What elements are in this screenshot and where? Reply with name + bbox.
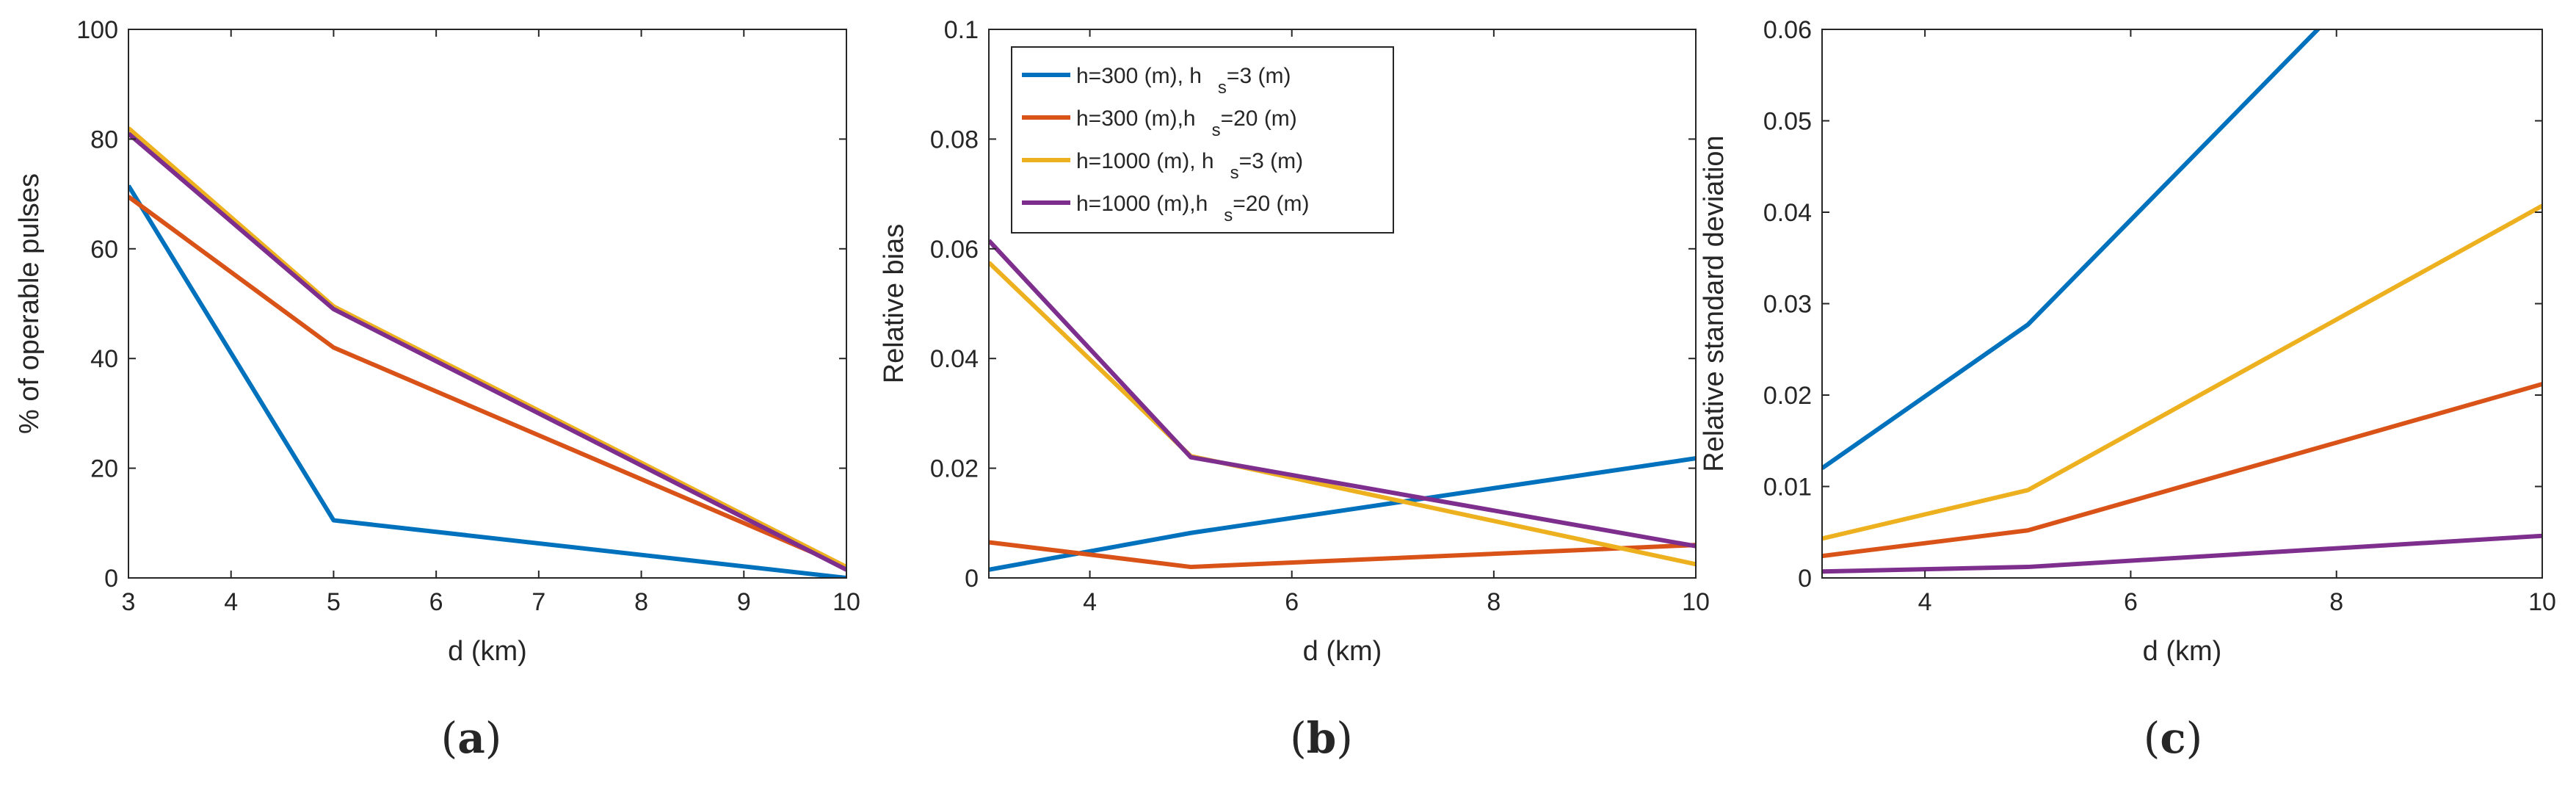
y-tick-label: 80 (90, 126, 118, 153)
legend: h=300 (m), h s=3 (m)h=300 (m),h s=20 (m)h=… (1011, 46, 1394, 234)
series-line-blue (1822, 29, 2321, 471)
caption-letter: b (1307, 713, 1337, 763)
legend-entry-tail: =3 (m) (1227, 64, 1291, 88)
x-tick-label: 6 (1285, 588, 1299, 616)
series-line-purple (989, 239, 1696, 549)
y-tick-label: 0.1 (944, 16, 979, 44)
axes-box (988, 29, 1697, 579)
y-axis-label: Relative bias (879, 224, 910, 384)
y-tick-label: 100 (76, 16, 118, 44)
caption-letter: a (457, 713, 485, 763)
y-axis-label: Relative standard deviation (1699, 135, 1730, 471)
series-line-orange (989, 540, 1696, 570)
y-tick-label: 0.02 (1763, 382, 1812, 410)
series-line-purple (128, 131, 846, 572)
x-tick-label: 8 (1487, 588, 1501, 616)
y-tick-label: 40 (90, 345, 118, 373)
legend-box (1011, 46, 1394, 234)
plot-area (128, 29, 846, 578)
x-axis-label: d (km) (1303, 636, 1382, 667)
y-tick-label: 0.04 (930, 345, 979, 373)
legend-entry-subscript: s (1218, 78, 1227, 98)
x-tick-label: 10 (832, 588, 860, 616)
legend-entry-main: h=1000 (m), h (1076, 149, 1214, 173)
legend-entry-subscript: s (1224, 206, 1233, 225)
y-tick-label: 0 (104, 565, 118, 593)
x-tick-label: 9 (737, 588, 751, 616)
x-tick-label: 4 (1918, 588, 1932, 616)
legend-entry-subscript: s (1212, 120, 1221, 140)
caption-close-paren: ) (485, 713, 502, 763)
legend-entry-main: h=300 (m),h (1076, 106, 1196, 131)
x-tick-label: 4 (224, 588, 238, 616)
x-tick-label: 4 (1083, 588, 1097, 616)
panel-caption: (b) (1290, 713, 1353, 763)
caption-open-paren: ( (1290, 713, 1307, 763)
legend-entry-tail: =20 (m) (1233, 192, 1309, 216)
x-tick-label: 7 (531, 588, 545, 616)
y-tick-label: 0.06 (1763, 16, 1812, 44)
legend-entry-tail: =20 (m) (1221, 106, 1297, 131)
x-tick-label: 10 (2528, 588, 2556, 616)
series-line-blue (989, 456, 1696, 572)
y-tick-label: 0 (965, 565, 979, 593)
y-tick-label: 0.08 (930, 126, 979, 153)
x-tick-label: 8 (634, 588, 648, 616)
y-tick-label: 0.05 (1763, 108, 1812, 136)
legend-entry-tail: =3 (m) (1239, 149, 1304, 173)
caption-close-paren: ) (2186, 713, 2203, 763)
caption-open-paren: ( (2144, 713, 2160, 763)
legend-entry-label: h=300 (m),h s=20 (m) (1076, 106, 1297, 140)
series-line-orange (128, 195, 846, 569)
y-axis-label: % of operable pulses (14, 173, 45, 434)
panel-caption: (a) (441, 713, 502, 763)
x-tick-label: 5 (327, 588, 341, 616)
x-tick-label: 6 (2124, 588, 2138, 616)
y-tick-label: 20 (90, 455, 118, 483)
legend-entry-main: h=1000 (m),h (1076, 192, 1208, 216)
series-line-yellow (1822, 203, 2542, 541)
plot-area (1822, 29, 2542, 578)
y-tick-label: 60 (90, 236, 118, 264)
panel-b: 4 6 8 10 0 0.02 0.04 0.06 0.08 0.1 d (km) Relative … (879, 16, 1710, 763)
legend-entry-label: h=300 (m), h s=3 (m) (1076, 64, 1291, 98)
y-tick-label: 0.04 (1763, 199, 1812, 227)
series-line-blue (128, 184, 846, 578)
panel-caption: (c) (2144, 713, 2203, 763)
legend-entry-main: h=300 (m), h (1076, 64, 1202, 88)
x-tick-label: 10 (1682, 588, 1710, 616)
caption-letter: c (2160, 713, 2185, 763)
caption-close-paren: ) (1336, 713, 1353, 763)
x-axis-label: d (km) (448, 636, 527, 667)
x-tick-label: 6 (429, 588, 443, 616)
legend-entry-label: h=1000 (m), h s=3 (m) (1076, 149, 1303, 183)
axes-box (128, 29, 847, 579)
y-tick-label: 0 (1798, 565, 1812, 593)
legend-entry-subscript: s (1230, 163, 1239, 183)
series-line-orange (1822, 382, 2542, 559)
y-tick-label: 0.06 (930, 236, 979, 264)
x-tick-label: 8 (2329, 588, 2343, 616)
caption-open-paren: ( (441, 713, 458, 763)
legend-entry-label: h=1000 (m),h s=20 (m) (1076, 192, 1309, 225)
y-tick-label: 0.01 (1763, 474, 1812, 502)
y-tick-label: 0.02 (930, 455, 979, 483)
x-axis-label: d (km) (2143, 636, 2222, 667)
y-tick-label: 0.03 (1763, 291, 1812, 319)
x-tick-label: 3 (122, 588, 136, 616)
panel-c: 4 6 8 10 0 0.01 0.02 0.03 0.04 0.05 0.06 d (km) Rela… (1699, 16, 2556, 763)
series-line-purple (1822, 533, 2542, 574)
